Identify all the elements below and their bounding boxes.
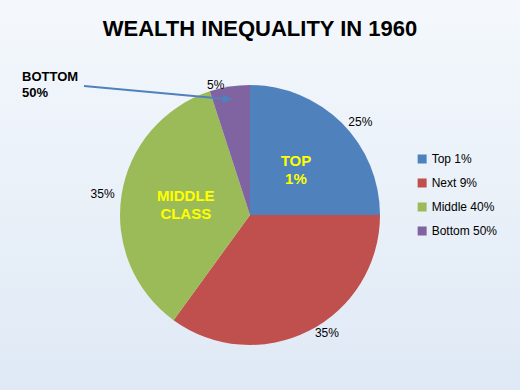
- svg-text:50%: 50%: [22, 85, 48, 100]
- svg-text:35%: 35%: [315, 326, 339, 340]
- svg-text:Bottom 50%: Bottom 50%: [432, 224, 498, 238]
- svg-text:1%: 1%: [285, 170, 307, 187]
- svg-text:TOP: TOP: [281, 152, 312, 169]
- svg-text:MIDDLE: MIDDLE: [157, 187, 215, 204]
- svg-text:Middle 40%: Middle 40%: [432, 200, 495, 214]
- svg-text:35%: 35%: [91, 187, 115, 201]
- svg-text:5%: 5%: [207, 78, 225, 92]
- svg-text:BOTTOM: BOTTOM: [22, 69, 78, 84]
- svg-text:Next 9%: Next 9%: [432, 176, 478, 190]
- svg-text:25%: 25%: [348, 115, 372, 129]
- svg-text:WEALTH INEQUALITY IN 1960: WEALTH INEQUALITY IN 1960: [103, 16, 418, 41]
- svg-text:Top 1%: Top 1%: [432, 152, 472, 166]
- svg-text:CLASS: CLASS: [160, 205, 211, 222]
